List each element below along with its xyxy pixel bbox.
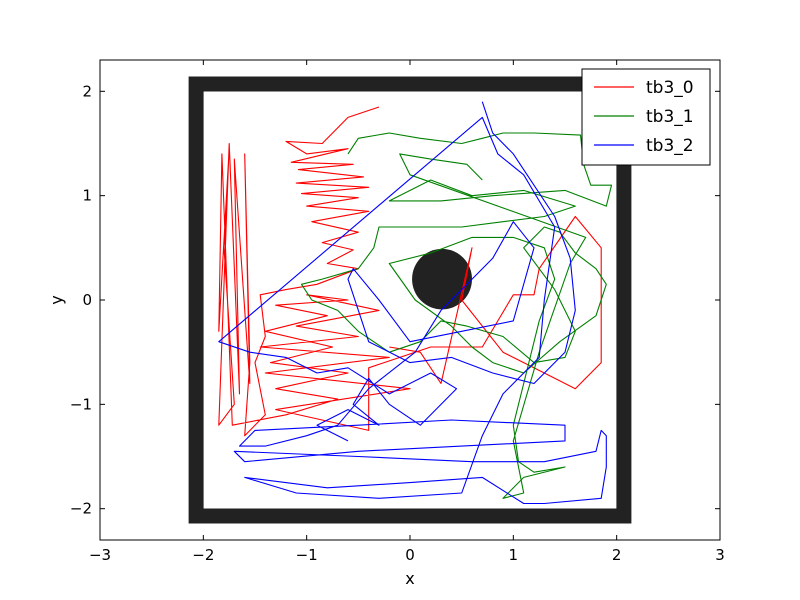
series-line-tb3-1: [300, 132, 613, 499]
x-tick-label: 2: [612, 546, 622, 564]
y-tick-label: 1: [82, 187, 92, 205]
y-tick-label: 0: [82, 291, 92, 309]
ticks-layer: −3 −2 −1 0 1 2 3 −2 −1 0 1 2: [70, 60, 725, 564]
y-tick-label: −1: [70, 395, 92, 413]
x-tick-label: −2: [192, 546, 214, 564]
x-tick-label: −3: [89, 546, 111, 564]
x-axis-label: x: [405, 569, 414, 588]
x-tick-label: 0: [405, 546, 415, 564]
y-axis-label: y: [47, 295, 66, 304]
y-tick-label: −2: [70, 500, 92, 518]
y-tick-label: 2: [82, 82, 92, 100]
series-line-tb3-0: [218, 106, 602, 437]
arena-wall: [188, 76, 632, 524]
legend-label-tb3-1: tb3_1: [646, 107, 694, 127]
arena-obstacle: [412, 248, 472, 310]
legend-label-tb3-0: tb3_0: [646, 78, 694, 98]
legend-label-tb3-2: tb3_2: [646, 136, 694, 156]
x-tick-label: 3: [715, 546, 725, 564]
series-line-tb3-2: [218, 101, 607, 505]
series-layer: [218, 101, 613, 505]
x-tick-label: 1: [509, 546, 519, 564]
legend: tb3_0 tb3_1 tb3_2: [581, 68, 711, 166]
legend-box: [581, 68, 711, 166]
x-tick-label: −1: [296, 546, 318, 564]
